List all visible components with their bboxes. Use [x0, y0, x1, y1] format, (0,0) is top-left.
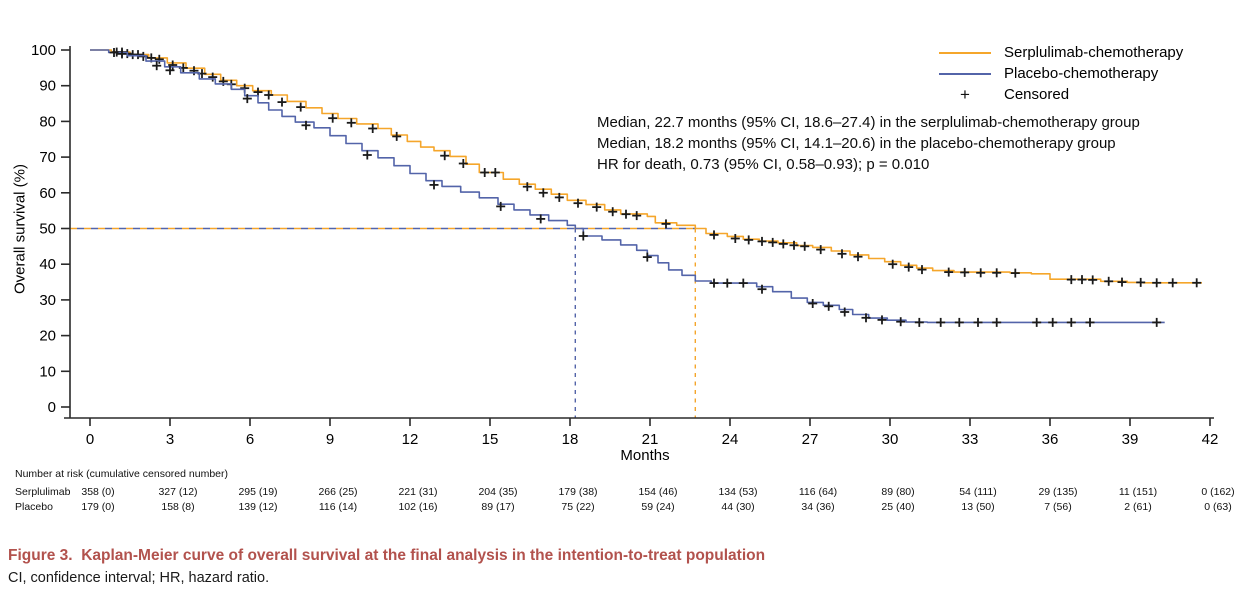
legend: Serplulimab-chemotherapy Placebo-chemoth… — [936, 42, 1183, 105]
median-reference-lines — [70, 227, 696, 418]
y-tick-label: 50 — [39, 221, 56, 238]
risk-cell: 266 (25) — [318, 486, 358, 498]
x-axis-title: Months — [620, 447, 670, 464]
median-serplulimab-text: Median, 22.7 months (95% CI, 18.6–27.4) … — [597, 114, 1140, 131]
y-tick-label: 80 — [39, 113, 56, 130]
x-tick-label: 27 — [802, 431, 819, 448]
risk-cell: 295 (19) — [238, 486, 278, 498]
placebo-line-swatch — [936, 72, 994, 75]
y-tick-label: 40 — [39, 256, 56, 273]
risk-cell: 29 (135) — [1038, 486, 1078, 498]
x-tick-label: 12 — [402, 431, 419, 448]
legend-item-placebo: Placebo-chemotherapy — [936, 63, 1183, 84]
y-axis-title: Overall survival (%) — [11, 163, 29, 295]
risk-cell: 116 (64) — [798, 486, 838, 498]
risk-cell: 327 (12) — [158, 486, 198, 498]
legend-label: Censored — [1004, 86, 1070, 103]
risk-cell: 34 (36) — [801, 501, 835, 513]
x-tick-label: 6 — [246, 431, 254, 448]
risk-row-label-serplulimab: Serplulimab — [15, 486, 71, 498]
risk-cell: 116 (14) — [318, 501, 358, 513]
risk-cell: 154 (46) — [638, 486, 678, 498]
x-tick-label: 18 — [562, 431, 579, 448]
risk-cell: 89 (80) — [881, 486, 915, 498]
censor-marks-placebo — [109, 48, 1162, 327]
risk-cell: 13 (50) — [961, 501, 995, 513]
risk-cell: 59 (24) — [641, 501, 675, 513]
x-tick-label: 30 — [882, 431, 899, 448]
serplulimab-line-swatch — [936, 51, 994, 54]
risk-cell: 7 (56) — [1044, 501, 1072, 513]
legend-item-serplulimab: Serplulimab-chemotherapy — [936, 42, 1183, 63]
x-tick-label: 42 — [1202, 431, 1219, 448]
risk-cell: 11 (151) — [1118, 486, 1158, 498]
risk-cell: 0 (162) — [1201, 486, 1235, 498]
risk-table-header: Number at risk (cumulative censored numb… — [15, 468, 228, 480]
y-tick-label: 90 — [39, 78, 56, 95]
hazard-ratio-text: HR for death, 0.73 (95% CI, 0.58–0.93); … — [597, 155, 930, 173]
y-tick-label: 0 — [48, 399, 56, 416]
risk-cell: 134 (53) — [718, 486, 758, 498]
censored-plus-icon: + — [960, 85, 970, 104]
risk-cell: 179 (38) — [558, 486, 598, 498]
risk-cell: 75 (22) — [561, 501, 595, 513]
risk-cell: 2 (61) — [1124, 501, 1152, 513]
x-tick-label: 39 — [1122, 431, 1139, 448]
risk-cell: 158 (8) — [161, 501, 195, 513]
risk-cell: 25 (40) — [881, 501, 915, 513]
risk-cell: 204 (35) — [478, 486, 518, 498]
x-tick-label: 24 — [722, 431, 739, 448]
risk-cell: 44 (30) — [721, 501, 755, 513]
y-tick-label: 20 — [39, 328, 56, 345]
risk-cell: 221 (31) — [398, 486, 438, 498]
risk-cell: 102 (16) — [398, 501, 438, 513]
risk-cell: 89 (17) — [481, 501, 515, 513]
x-tick-label: 15 — [482, 431, 499, 448]
legend-item-censored: + Censored — [936, 84, 1183, 105]
y-tick-label: 30 — [39, 292, 56, 309]
x-tick-label: 33 — [962, 431, 979, 448]
y-tick-label: 100 — [31, 42, 56, 59]
risk-cell: 54 (111) — [959, 486, 997, 498]
risk-cell: 179 (0) — [81, 501, 115, 513]
x-tick-label: 0 — [86, 431, 94, 448]
risk-cell: 358 (0) — [81, 486, 115, 498]
legend-label: Placebo-chemotherapy — [1004, 65, 1159, 82]
x-tick-label: 3 — [166, 431, 174, 448]
risk-row-label-placebo: Placebo — [15, 501, 53, 513]
x-tick-label: 21 — [642, 431, 659, 448]
legend-label: Serplulimab-chemotherapy — [1004, 44, 1184, 61]
median-placebo-text: Median, 18.2 months (95% CI, 14.1–20.6) … — [597, 134, 1116, 152]
figure-caption-footnote: CI, confidence interval; HR, hazard rati… — [8, 570, 270, 586]
x-tick-label: 9 — [326, 431, 334, 448]
median-annotation: Median, 22.7 months (95% CI, 18.6–27.4) … — [597, 113, 1140, 175]
placebo-curve — [90, 49, 1165, 324]
y-tick-label: 10 — [39, 363, 56, 380]
x-tick-label: 36 — [1042, 431, 1059, 448]
censor-marks-serplulimab — [112, 47, 1202, 288]
risk-cell: 139 (12) — [238, 501, 278, 513]
y-tick-label: 70 — [39, 149, 56, 166]
figure-caption-title: Figure 3. Kaplan-Meier curve of overall … — [8, 547, 766, 564]
y-tick-label: 60 — [39, 185, 56, 202]
risk-cell: 0 (63) — [1204, 501, 1232, 513]
